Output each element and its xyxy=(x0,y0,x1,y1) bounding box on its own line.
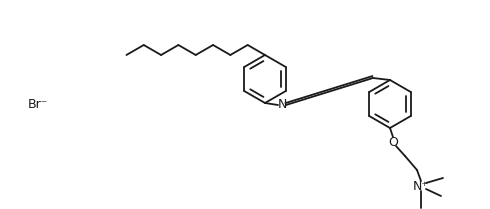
Text: O: O xyxy=(388,135,398,149)
Text: Br⁻: Br⁻ xyxy=(28,98,49,111)
Text: N⁺: N⁺ xyxy=(413,180,429,192)
Text: N: N xyxy=(277,98,287,111)
